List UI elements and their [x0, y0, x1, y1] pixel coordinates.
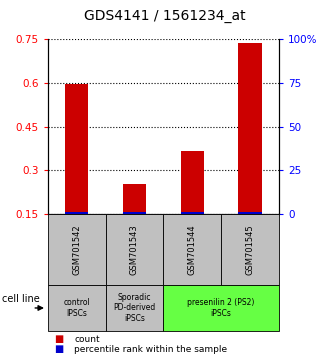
Text: percentile rank within the sample: percentile rank within the sample [74, 345, 227, 354]
Bar [123, 183, 146, 258]
Text: control
IPSCs: control IPSCs [63, 298, 90, 318]
Bar [123, 212, 146, 214]
Text: GDS4141 / 1561234_at: GDS4141 / 1561234_at [84, 9, 246, 23]
Text: count: count [74, 335, 100, 344]
Bar [238, 212, 261, 214]
Bar [238, 43, 261, 258]
Text: ■: ■ [54, 344, 64, 354]
Bar [65, 212, 88, 214]
Text: cell line: cell line [2, 294, 39, 304]
Text: GSM701544: GSM701544 [188, 224, 197, 275]
Text: presenilin 2 (PS2)
iPSCs: presenilin 2 (PS2) iPSCs [187, 298, 255, 318]
Bar [65, 84, 88, 258]
Text: GSM701542: GSM701542 [72, 224, 81, 275]
Text: ■: ■ [54, 334, 64, 344]
Text: Sporadic
PD-derived
iPSCs: Sporadic PD-derived iPSCs [113, 293, 156, 323]
Bar [181, 152, 204, 258]
Text: GSM701543: GSM701543 [130, 224, 139, 275]
Text: GSM701545: GSM701545 [246, 224, 254, 275]
Bar [181, 212, 204, 214]
